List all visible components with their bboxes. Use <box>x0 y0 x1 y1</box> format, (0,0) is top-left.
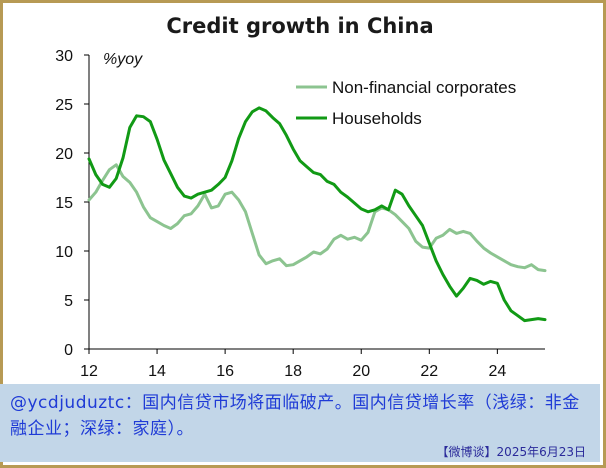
x-tick-label: 22 <box>420 363 438 380</box>
y-axis-label: %yoy <box>103 51 143 68</box>
y-tick-label: 10 <box>55 244 73 261</box>
series-layer <box>87 106 547 323</box>
series-line-households <box>87 106 547 323</box>
y-tick-label: 15 <box>55 195 73 212</box>
chart-title: Credit growth in China <box>166 14 434 38</box>
caption-banner: @ycdjuduztc：国内信贷市场将面临破产。国内信贷增长率（浅绿：非金融企业… <box>0 384 600 462</box>
y-tick-label: 20 <box>55 146 73 163</box>
y-tick-label: 5 <box>64 293 73 310</box>
legend-label: Households <box>332 109 422 128</box>
x-tick-label: 18 <box>284 363 302 380</box>
caption-text: @ycdjuduztc：国内信贷市场将面临破产。国内信贷增长率（浅绿：非金融企业… <box>10 393 580 439</box>
x-tick-label: 16 <box>216 363 234 380</box>
legend-label: Non-financial corporates <box>332 78 516 97</box>
y-tick-label: 0 <box>64 342 73 359</box>
x-tick-label: 14 <box>148 363 166 380</box>
legend: Non-financial corporates Households <box>296 78 516 128</box>
y-tick-label: 25 <box>55 97 73 114</box>
x-tick-label: 24 <box>488 363 506 380</box>
x-tick-label: 20 <box>352 363 370 380</box>
x-tick-label: 12 <box>80 363 98 380</box>
y-tick-label: 30 <box>55 48 73 65</box>
series-line-non-financial-corporates <box>87 163 547 273</box>
source-note: 【微博谈】2025年6月23日 <box>436 445 586 459</box>
chart-axes: 0 5 10 15 20 25 30 12 14 16 18 20 22 24 %yoy <box>55 48 545 380</box>
